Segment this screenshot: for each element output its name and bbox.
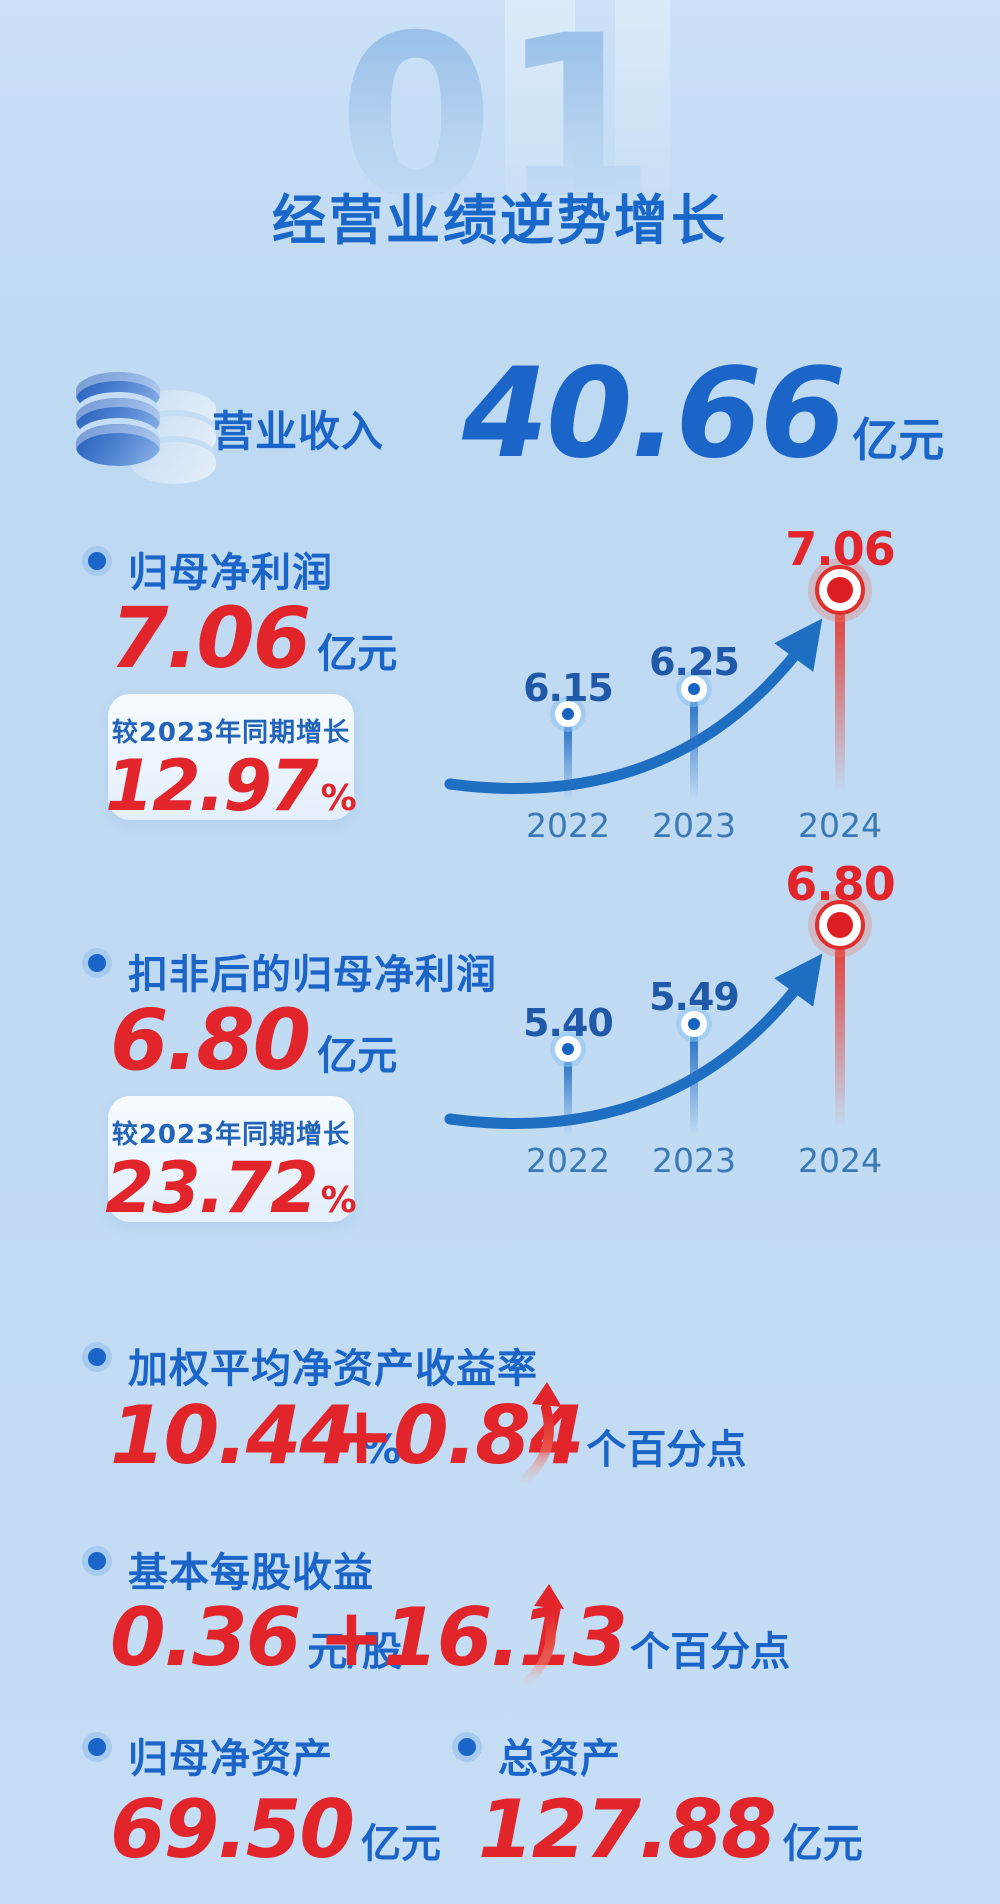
eps-label: 基本每股收益 <box>128 1550 374 1596</box>
revenue-unit: 亿元 <box>852 413 945 467</box>
stem-2023 <box>690 700 698 808</box>
growth-number: 23.72 <box>105 1147 318 1229</box>
roe-number: 10.44 <box>110 1389 355 1482</box>
bullet-icon <box>82 1546 112 1576</box>
year-label-2022: 2022 <box>526 1141 610 1180</box>
stem-2024 <box>835 947 845 1143</box>
bullet-icon <box>452 1732 482 1762</box>
data-point-2023-icon <box>681 1011 707 1037</box>
net-profit-unit: 亿元 <box>317 631 398 677</box>
deducted-net-profit-label: 扣非后的归母净利润 <box>128 952 497 998</box>
revenue-value: 40.66 亿元 <box>462 352 944 476</box>
net-assets-unit: 亿元 <box>361 1821 442 1867</box>
percent-sign: % <box>320 1180 357 1221</box>
bullet-icon <box>82 1732 112 1762</box>
up-trend-arrow-icon <box>521 1382 562 1482</box>
eps-unit: 元/股 <box>307 1629 402 1675</box>
stem-2023 <box>690 1035 698 1143</box>
value-label-2022: 5.40 <box>523 1001 614 1045</box>
revenue-label: 营业收入 <box>212 407 385 456</box>
roe-unit: % <box>361 1427 402 1473</box>
deducted-net-profit-growth-box: 较2023年同期增长 23.72 % <box>105 1096 357 1229</box>
year-label-2023: 2023 <box>652 1141 736 1180</box>
net-assets-label: 归母净资产 <box>128 1736 333 1782</box>
growth-number: 12.97 <box>105 745 318 827</box>
deducted-net-profit-trend-chart: 5.40 5.49 6.80 2022 2023 2024 <box>420 805 960 1185</box>
value-label-2024: 7.06 <box>785 522 896 576</box>
light-streak <box>615 0 670 220</box>
roe-value: 10.44 % <box>110 1396 401 1476</box>
net-assets-value: 69.50 亿元 <box>110 1790 441 1870</box>
year-label-2024: 2024 <box>798 1141 882 1180</box>
value-label-2023: 6.25 <box>649 640 740 684</box>
revenue-number: 40.66 <box>462 342 846 486</box>
net-profit-growth-box: 较2023年同期增长 12.97 % <box>105 694 357 827</box>
eps-delta: +16.13 个百分点 <box>318 1598 790 1678</box>
stem-2024 <box>835 612 845 808</box>
value-label-2023: 5.49 <box>649 975 740 1019</box>
percent-sign: % <box>320 778 357 819</box>
stem-2022 <box>564 1060 572 1142</box>
eps-delta-number: +16.13 <box>318 1591 628 1684</box>
page-title: 经营业绩逆势增长 <box>272 189 728 252</box>
data-point-2023-icon <box>681 676 707 702</box>
value-label-2024: 6.80 <box>785 857 896 911</box>
deducted-net-profit-number: 6.80 <box>110 991 311 1089</box>
growth-caption: 较2023年同期增长 <box>111 1120 351 1150</box>
roe-delta-unit: 个百分点 <box>586 1427 747 1473</box>
data-point-2024-icon <box>815 900 865 950</box>
data-point-2022-icon <box>555 1036 581 1062</box>
eps-value: 0.36 元/股 <box>110 1598 402 1678</box>
bullet-icon <box>82 948 112 978</box>
bullet-icon <box>82 1342 112 1372</box>
total-assets-unit: 亿元 <box>782 1821 863 1867</box>
value-label-2022: 6.15 <box>523 666 614 710</box>
deducted-net-profit-value: 6.80 亿元 <box>110 998 397 1082</box>
eps-number: 0.36 <box>110 1591 301 1684</box>
deducted-net-profit-unit: 亿元 <box>317 1033 398 1079</box>
net-profit-number: 7.06 <box>110 589 311 687</box>
stem-2022 <box>564 725 572 807</box>
year-label-2023: 2023 <box>652 806 736 845</box>
section-number-watermark: 01 <box>0 6 1000 230</box>
total-assets-label: 总资产 <box>498 1736 621 1782</box>
total-assets-number: 127.88 <box>478 1783 777 1876</box>
bullet-icon <box>82 546 112 576</box>
growth-curve-arrow-icon <box>444 618 823 794</box>
data-point-2024-icon <box>815 565 865 615</box>
light-streak <box>505 0 575 250</box>
data-point-2022-icon <box>555 701 581 727</box>
roe-label: 加权平均净资产收益率 <box>128 1346 538 1392</box>
database-icon <box>76 372 160 466</box>
net-profit-value: 7.06 亿元 <box>110 596 397 680</box>
eps-delta-unit: 个百分点 <box>630 1629 791 1675</box>
net-assets-number: 69.50 <box>110 1783 355 1876</box>
total-assets-value: 127.88 亿元 <box>478 1790 863 1870</box>
net-profit-trend-chart: 6.15 6.25 7.06 2022 2023 2024 <box>420 470 960 850</box>
growth-curve-arrow-icon <box>444 953 823 1129</box>
year-label-2024: 2024 <box>798 806 882 845</box>
net-profit-label: 归母净利润 <box>128 550 333 596</box>
up-trend-arrow-icon <box>523 1584 564 1684</box>
year-label-2022: 2022 <box>526 806 610 845</box>
growth-caption: 较2023年同期增长 <box>111 718 351 748</box>
